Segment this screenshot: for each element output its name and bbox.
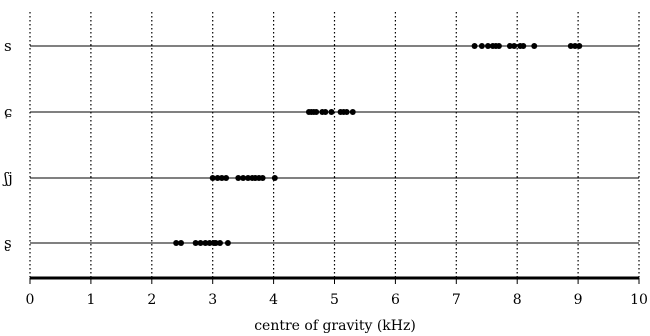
x-axis	[29, 276, 640, 284]
data-point-2-4	[313, 109, 320, 115]
data-point-3-2	[214, 175, 221, 181]
x-tick-label-4: 4	[269, 292, 278, 308]
data-point-3-7	[245, 175, 252, 181]
category-label-4: ʂ	[4, 234, 12, 252]
data-point-1-3	[484, 43, 491, 49]
data-point-1-8	[511, 43, 518, 49]
x-tick-labels: 0 1 2 3 4 5 6 7 8 9 10	[26, 292, 648, 308]
data-point-1-11	[531, 43, 538, 49]
data-point-4-1	[173, 240, 180, 246]
data-point-2-7	[328, 109, 335, 115]
x-tick-label-3: 3	[208, 292, 217, 308]
x-axis-title: centre of gravity (kHz)	[254, 318, 416, 334]
data-point-4-2	[178, 240, 185, 246]
vertical-gridlines	[29, 12, 640, 278]
x-tick-label-10: 10	[630, 292, 648, 308]
x-tick-label-8: 8	[513, 292, 522, 308]
data-point-4-4	[197, 240, 204, 246]
category-label-3: ʃj	[2, 169, 13, 187]
x-tick-label-1: 1	[86, 292, 95, 308]
x-tick-label-7: 7	[452, 292, 461, 308]
category-label-1: s	[4, 37, 12, 55]
category-labels: s ɕ ʃj ʂ	[2, 37, 13, 252]
data-point-1-2	[478, 43, 485, 49]
data-point-1-10	[520, 43, 527, 49]
data-point-3-3	[218, 175, 225, 181]
data-point-1-1	[471, 43, 478, 49]
data-point-1-6	[495, 43, 502, 49]
data-point-3-11	[259, 175, 266, 181]
data-point-4-3	[192, 240, 199, 246]
data-point-3-4	[223, 175, 230, 181]
data-point-3-6	[240, 175, 247, 181]
data-points	[173, 43, 583, 246]
data-point-4-10	[224, 240, 231, 246]
data-point-4-6	[206, 240, 213, 246]
data-point-2-6	[322, 109, 329, 115]
data-point-2-10	[343, 109, 350, 115]
data-point-1-14	[576, 43, 583, 49]
data-point-2-11	[349, 109, 356, 115]
data-point-1-12	[567, 43, 574, 49]
x-tick-label-5: 5	[330, 292, 339, 308]
x-tick-label-6: 6	[391, 292, 400, 308]
data-point-1-13	[572, 43, 579, 49]
data-point-3-5	[235, 175, 242, 181]
data-point-1-7	[506, 43, 513, 49]
data-point-3-12	[271, 175, 278, 181]
x-tick-label-9: 9	[574, 292, 583, 308]
data-point-4-5	[202, 240, 209, 246]
data-point-4-8	[212, 240, 219, 246]
data-point-3-1	[209, 175, 216, 181]
x-tick-label-0: 0	[26, 292, 35, 308]
category-lines	[30, 45, 639, 244]
category-label-2: ɕ	[4, 103, 12, 121]
x-tick-label-2: 2	[147, 292, 156, 308]
data-point-4-9	[217, 240, 224, 246]
